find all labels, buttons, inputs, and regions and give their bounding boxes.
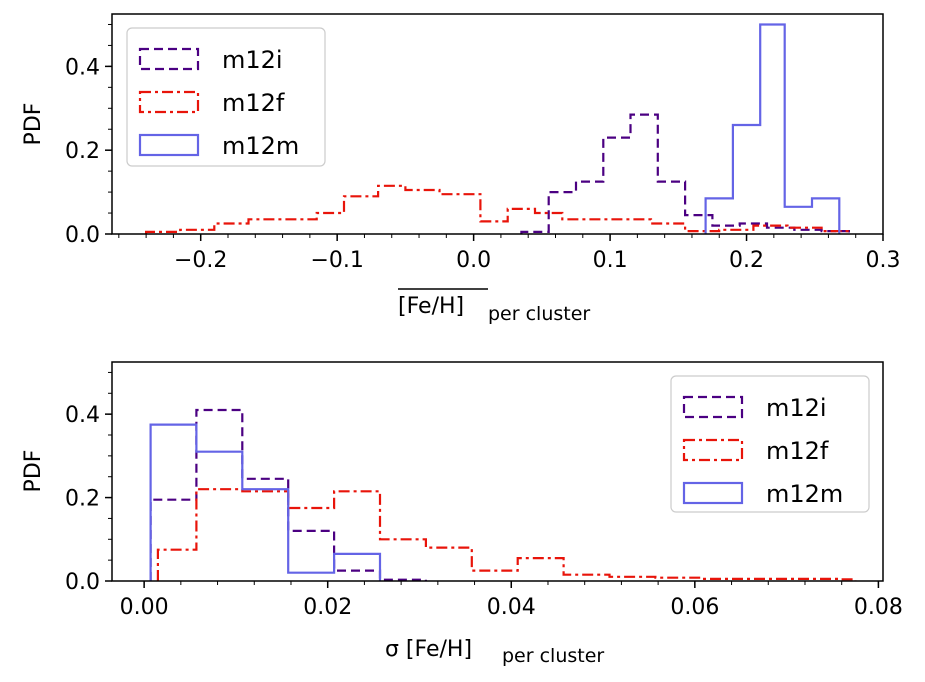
bottom-x-tick-label: 0.08 (854, 595, 903, 620)
bottom-y-tick-label: 0.2 (65, 487, 100, 512)
bottom-legend: m12i m12f m12m (670, 375, 870, 513)
top-legend-label-m12m: m12m (222, 132, 299, 160)
bottom-x-tick-label: 0.06 (670, 595, 719, 620)
top-x-tick-label: 0.3 (866, 248, 901, 273)
bottom-legend-label-m12m: m12m (766, 480, 843, 508)
top-legend-label-m12f: m12f (222, 89, 285, 117)
top-series-group (145, 23, 850, 234)
bottom-plot-frame (111, 361, 884, 582)
top-legend-swatch-m12i (138, 47, 200, 71)
bottom-legend-label-m12f: m12f (766, 437, 829, 465)
top-x-tick-label: −0.2 (174, 248, 227, 273)
bottom-x-tick-label: 0.04 (487, 595, 536, 620)
top-x-ticks: −0.2 −0.1 0.0 0.1 0.2 0.3 (118, 234, 901, 273)
bottom-y-axis-label: PDF (21, 450, 46, 493)
bottom-legend-label-m12i: m12i (766, 394, 827, 422)
top-x-tick-label: 0.0 (456, 248, 491, 273)
top-histogram-panel: −0.2 −0.1 0.0 0.1 0.2 0.3 0.0 0.2 0.4 PDF [Fe/H… (21, 13, 901, 325)
top-x-axis-label-main: [Fe/H] (398, 294, 464, 319)
bottom-x-tick-label: 0.02 (303, 595, 352, 620)
top-legend-swatch-m12m (138, 133, 200, 157)
bottom-legend-swatch-m12f (682, 438, 744, 462)
top-y-ticks: 0.0 0.2 0.4 (65, 23, 112, 248)
bottom-series-m12m (149, 423, 382, 581)
bottom-series-m12f (156, 488, 857, 581)
bottom-histogram-panel: 0.00 0.02 0.04 0.06 0.08 0.0 0.2 0.4 PDF σ [Fe… (21, 361, 903, 667)
top-y-tick-label: 0.2 (65, 139, 100, 164)
top-y-axis-label: PDF (21, 103, 46, 146)
top-series-m12m (704, 23, 841, 234)
bottom-x-axis-label: σ [Fe/H] per cluster (385, 637, 604, 667)
top-legend-swatch-m12f (138, 90, 200, 114)
bottom-x-ticks: 0.00 0.02 0.04 0.06 0.08 (120, 581, 903, 620)
top-x-axis-label-sub: per cluster (488, 303, 590, 325)
bottom-legend-swatch-m12m (682, 481, 744, 505)
bottom-series-group (149, 408, 857, 581)
bottom-x-axis-label-sub: per cluster (502, 645, 604, 667)
top-legend: m12i m12f m12m (126, 27, 326, 167)
top-series-m12i (520, 113, 850, 234)
bottom-legend-box (670, 375, 870, 513)
top-x-axis-label: [Fe/H] per cluster (398, 288, 590, 325)
top-x-tick-label: 0.1 (593, 248, 628, 273)
top-plot-frame (111, 13, 884, 235)
top-x-tick-label: 0.2 (729, 248, 764, 273)
top-y-tick-label: 0.4 (65, 55, 100, 80)
top-legend-label-m12i: m12i (222, 46, 283, 74)
bottom-legend-swatch-m12i (682, 395, 744, 419)
top-x-tick-label: −0.1 (310, 248, 363, 273)
top-y-tick-label: 0.0 (65, 223, 100, 248)
bottom-y-tick-label: 0.0 (65, 570, 100, 595)
top-series-m12f (145, 184, 850, 234)
bottom-y-tick-label: 0.4 (65, 403, 100, 428)
top-legend-box (126, 27, 326, 167)
bottom-y-ticks: 0.0 0.2 0.4 (65, 371, 112, 595)
bottom-x-tick-label: 0.00 (120, 595, 169, 620)
bottom-x-axis-label-main: σ [Fe/H] (385, 637, 472, 662)
